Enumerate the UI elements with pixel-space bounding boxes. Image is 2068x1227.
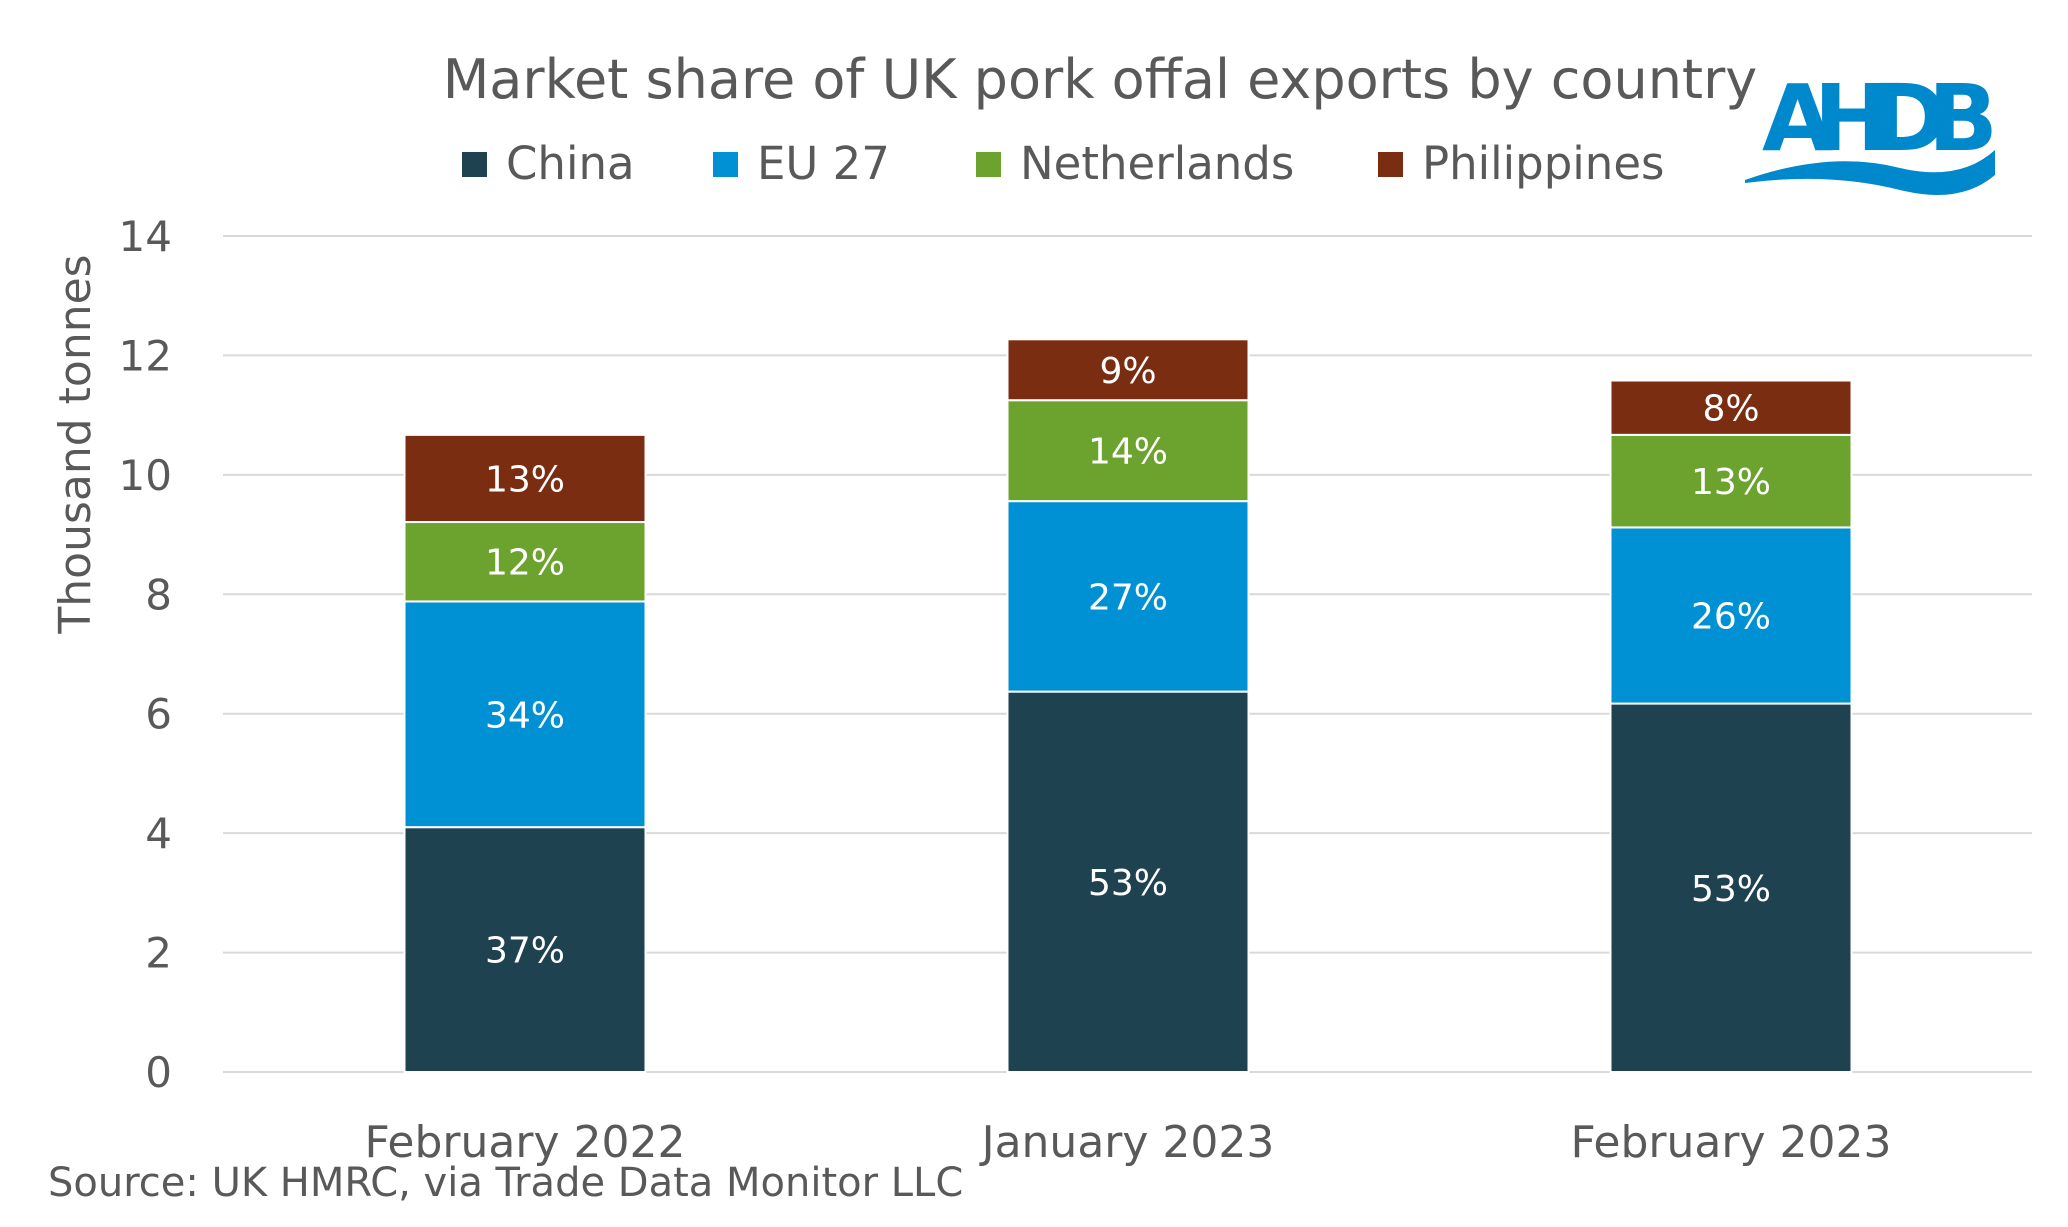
x-tick-label: February 2023 [1571,1117,1892,1168]
y-tick-label: 2 [145,929,172,978]
y-tick-label: 4 [145,809,172,858]
data-label: 14% [1088,432,1168,473]
bar-segment [1609,379,1853,436]
data-label: 13% [1691,462,1771,503]
bar-segment [403,433,647,524]
chart-title: Market share of UK pork offal exports by… [443,48,1758,111]
legend-label: Netherlands [1020,137,1294,190]
y-tick-label: 10 [119,451,172,500]
ahdb-logo: AHDB [1745,65,1998,195]
data-label: 12% [485,543,565,584]
bar-segment [1006,338,1250,402]
data-label: 37% [485,931,565,972]
y-tick-label: 6 [145,690,172,739]
bar-segment [403,826,647,1074]
legend-swatch-eu-27 [713,152,738,177]
svg-text:AHDB: AHDB [1762,65,1998,172]
data-label: 53% [1088,863,1168,904]
legend-swatch-netherlands [976,152,1001,177]
data-label: 8% [1702,389,1759,430]
y-tick-label: 0 [145,1048,172,1097]
bar-segment [1609,526,1853,705]
y-axis-ticks: 0 2 4 6 8 10 12 14 [119,212,172,1097]
y-axis-label: Thousand tonnes [50,254,101,634]
x-axis-labels: February 2022 January 2023 February 2023 [365,1117,1892,1168]
x-tick-label: February 2022 [365,1117,686,1168]
data-label: 26% [1691,596,1771,637]
data-label: 34% [485,695,565,736]
legend-swatch-philippines [1378,152,1403,177]
legend-label: China [506,137,635,190]
legend-label: EU 27 [757,137,890,190]
bars: 37% 34% 12% 13% 53% 27% 14% 9% 53% 26% 13% 8% [403,338,1853,1074]
data-label: 13% [485,459,565,500]
source-note: Source: UK HMRC, via Trade Data Monitor … [48,1160,963,1206]
bar-segment [1006,690,1250,1073]
x-tick-label: January 2023 [979,1117,1275,1168]
legend: China EU 27 Netherlands Philippines [462,137,1664,190]
legend-swatch-china [462,152,487,177]
data-label: 9% [1099,351,1156,392]
bar-segment [403,600,647,829]
bar-segment [1006,500,1250,693]
y-tick-label: 12 [119,331,172,380]
y-tick-label: 8 [145,570,172,619]
legend-label: Philippines [1422,137,1664,190]
data-label: 53% [1691,869,1771,910]
data-label: 27% [1088,577,1168,618]
bar-segment [1609,702,1853,1073]
y-tick-label: 14 [119,212,172,261]
